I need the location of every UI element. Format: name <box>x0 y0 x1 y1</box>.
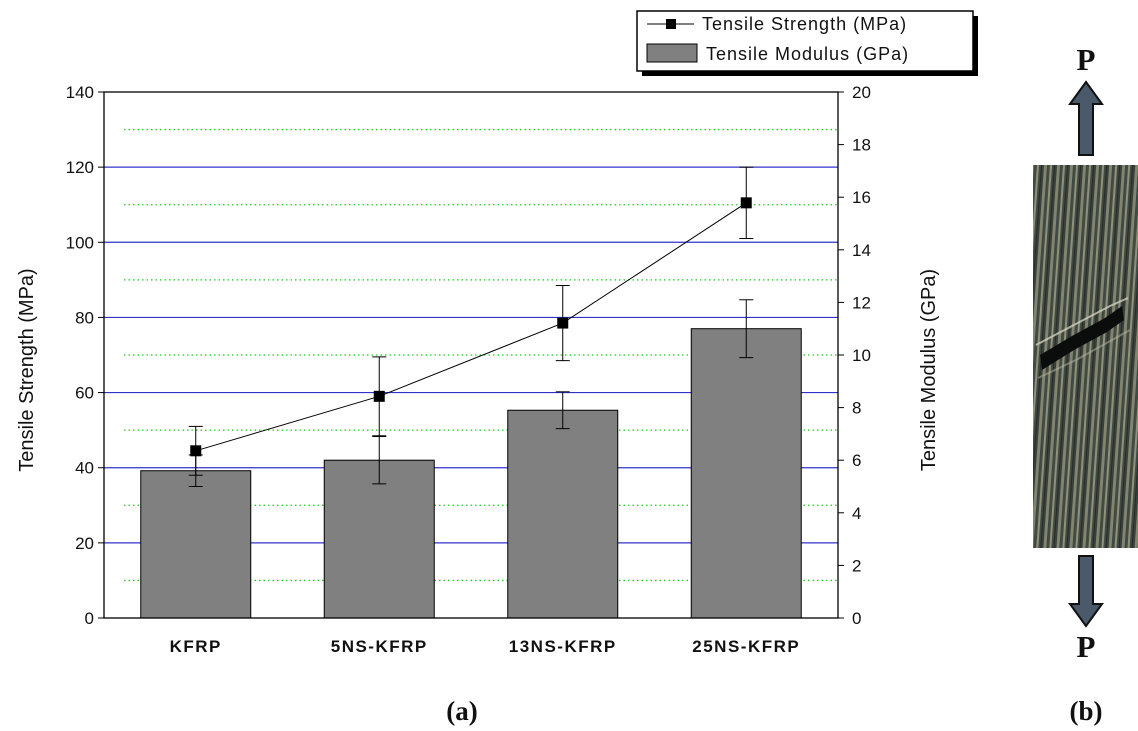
right-tick-label: 16 <box>852 188 871 207</box>
modulus-error-bars <box>188 299 754 487</box>
right-tick-label: 6 <box>852 451 861 470</box>
modulus-bar <box>507 409 619 619</box>
left-tick-label: 120 <box>66 158 94 177</box>
strength-line-series <box>188 166 754 476</box>
strength-marker <box>557 317 569 329</box>
strength-marker <box>190 445 202 457</box>
modulus-bar <box>140 470 252 619</box>
right-tick-label: 10 <box>852 346 871 365</box>
load-label-bottom: P <box>1077 629 1096 664</box>
legend-bar-swatch <box>646 43 698 63</box>
left-tick-label: 60 <box>75 384 94 403</box>
legend: Tensile Strength (MPa) Tensile Modulus (… <box>636 10 978 76</box>
left-tick-label: 0 <box>85 609 94 628</box>
right-tick-label: 12 <box>852 293 871 312</box>
strength-marker <box>373 390 385 402</box>
category-labels: KFRP 5NS-KFRP 13NS-KFRP 25NS-KFRP <box>170 637 800 656</box>
modulus-bar <box>690 328 802 619</box>
legend-marker-swatch <box>666 19 676 29</box>
left-tick-label: 40 <box>75 459 94 478</box>
modulus-bars <box>140 328 802 619</box>
right-axis-ticks: 0 2 4 6 8 10 12 14 16 18 20 <box>838 83 871 628</box>
right-tick-label: 14 <box>852 241 871 260</box>
specimen-photo <box>1033 165 1138 548</box>
right-tick-label: 18 <box>852 136 871 155</box>
strength-marker <box>740 197 752 209</box>
specimen-panel: P P (b) <box>1033 42 1138 726</box>
right-tick-label: 2 <box>852 556 861 575</box>
left-axis-title: Tensile Strength (MPa) <box>16 268 38 471</box>
panel-label-a: (a) <box>446 696 477 726</box>
panel-label-b: (b) <box>1070 696 1103 726</box>
left-tick-label: 80 <box>75 308 94 327</box>
legend-label-modulus: Tensile Modulus (GPa) <box>706 44 909 64</box>
strength-line <box>195 202 747 452</box>
left-tick-label: 100 <box>66 233 94 252</box>
modulus-bar <box>323 459 435 619</box>
left-axis-ticks: 0 20 40 60 80 100 120 140 <box>66 83 104 628</box>
arrow-down-icon <box>1068 555 1104 628</box>
left-tick-label: 20 <box>75 534 94 553</box>
right-tick-label: 8 <box>852 399 861 418</box>
left-tick-label: 140 <box>66 83 94 102</box>
category-label: 5NS-KFRP <box>331 637 428 656</box>
arrow-up-icon <box>1068 80 1104 156</box>
right-tick-label: 0 <box>852 609 861 628</box>
category-label: 25NS-KFRP <box>692 637 800 656</box>
right-tick-label: 4 <box>852 504 861 523</box>
category-label: KFRP <box>170 637 222 656</box>
category-label: 13NS-KFRP <box>509 637 617 656</box>
legend-label-strength: Tensile Strength (MPa) <box>702 14 907 34</box>
right-tick-label: 20 <box>852 83 871 102</box>
right-axis-title: Tensile Modulus (GPa) <box>918 269 940 471</box>
load-label-top: P <box>1077 42 1096 77</box>
